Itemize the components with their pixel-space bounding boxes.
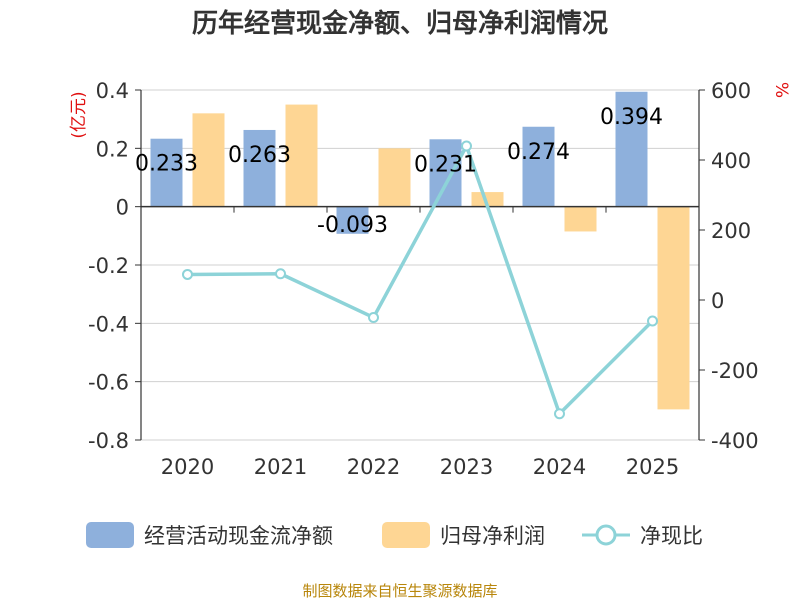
legend-profit-swatch — [382, 522, 430, 548]
profit-bar[interactable] — [471, 192, 504, 207]
left-axis-tick-label: -0.4 — [88, 312, 129, 336]
legend-cash-swatch — [86, 522, 134, 548]
ratio-point[interactable] — [647, 315, 658, 327]
chart-title: 历年经营现金净额、归母净利润情况 — [192, 8, 608, 39]
grid-lines — [141, 89, 699, 441]
x-axis-label: 2021 — [254, 455, 307, 479]
ratio-point[interactable] — [554, 408, 565, 420]
left-axis-tick-label: 0 — [116, 196, 129, 220]
right-axis-tick-label: 0 — [711, 289, 724, 313]
bars — [150, 91, 690, 410]
data-labels: 0.233 0.263 -0.093 0.231 0.274 0.394 — [135, 105, 663, 238]
cash-bar-label: 0.263 — [228, 143, 291, 168]
ratio-point[interactable] — [182, 268, 193, 280]
x-axis-label: 2022 — [347, 455, 400, 479]
cash-bar[interactable] — [243, 129, 276, 207]
right-axis-unit: % — [771, 82, 791, 98]
x-axis-label: 2023 — [440, 455, 493, 479]
ratio-point[interactable] — [275, 268, 286, 280]
x-axis-label: 2025 — [626, 455, 679, 479]
cash-bar-label: 0.231 — [414, 152, 477, 177]
cash-bar[interactable] — [336, 206, 369, 234]
axes: 0.4 0.2 0 -0.2 -0.4 -0.6 -0.8 600 400 200 0 -200 -40… — [88, 79, 759, 479]
cash-bar[interactable] — [615, 91, 648, 207]
ratio-line — [182, 140, 658, 420]
right-axis-tick-label: 600 — [711, 79, 751, 103]
x-axis-label: 2020 — [161, 455, 214, 479]
right-axis-tick-label: -200 — [711, 359, 759, 383]
source-note: 制图数据来自恒生聚源数据库 — [302, 582, 497, 600]
left-axis-tick-label: -0.6 — [88, 371, 129, 395]
left-axis-tick-label: -0.8 — [88, 429, 129, 453]
left-axis-unit: (亿元) — [69, 91, 89, 138]
ratio-point[interactable] — [461, 140, 472, 152]
profit-bar[interactable] — [564, 206, 597, 232]
profit-bar[interactable] — [285, 104, 318, 207]
right-axis-tick-label: 400 — [711, 149, 751, 173]
legend-item-profit[interactable]: 归母净利润 — [382, 522, 545, 548]
left-axis-tick-label: -0.2 — [88, 254, 129, 278]
left-axis-tick-label: 0.4 — [96, 79, 129, 103]
legend-ratio-marker — [595, 524, 617, 546]
legend-cash-label: 经营活动现金流净额 — [144, 524, 333, 548]
left-axis-tick-label: 0.2 — [96, 137, 129, 161]
cash-bar-label: -0.093 — [317, 213, 388, 238]
profit-bar[interactable] — [192, 113, 225, 207]
cash-bar-label: 0.274 — [507, 140, 570, 165]
profit-bar[interactable] — [378, 148, 411, 207]
legend-profit-label: 归母净利润 — [440, 524, 545, 548]
legend: 经营活动现金流净额 归母净利润 净现比 — [86, 522, 703, 548]
right-axis-tick-label: 200 — [711, 219, 751, 243]
legend-item-ratio[interactable]: 净现比 — [582, 524, 703, 548]
cash-bar-label: 0.394 — [600, 105, 663, 130]
right-axis-tick-label: -400 — [711, 429, 759, 453]
cash-bar[interactable] — [429, 139, 462, 207]
profit-bar[interactable] — [657, 206, 690, 410]
cash-bar[interactable] — [150, 138, 183, 207]
x-axis-label: 2024 — [533, 455, 586, 479]
legend-item-cash[interactable]: 经营活动现金流净额 — [86, 522, 333, 548]
cash-bar-label: 0.233 — [135, 152, 198, 177]
cash-bar[interactable] — [522, 126, 555, 207]
ratio-point[interactable] — [368, 312, 379, 323]
legend-ratio-label: 净现比 — [640, 524, 703, 548]
ratio-polyline — [187, 141, 654, 417]
